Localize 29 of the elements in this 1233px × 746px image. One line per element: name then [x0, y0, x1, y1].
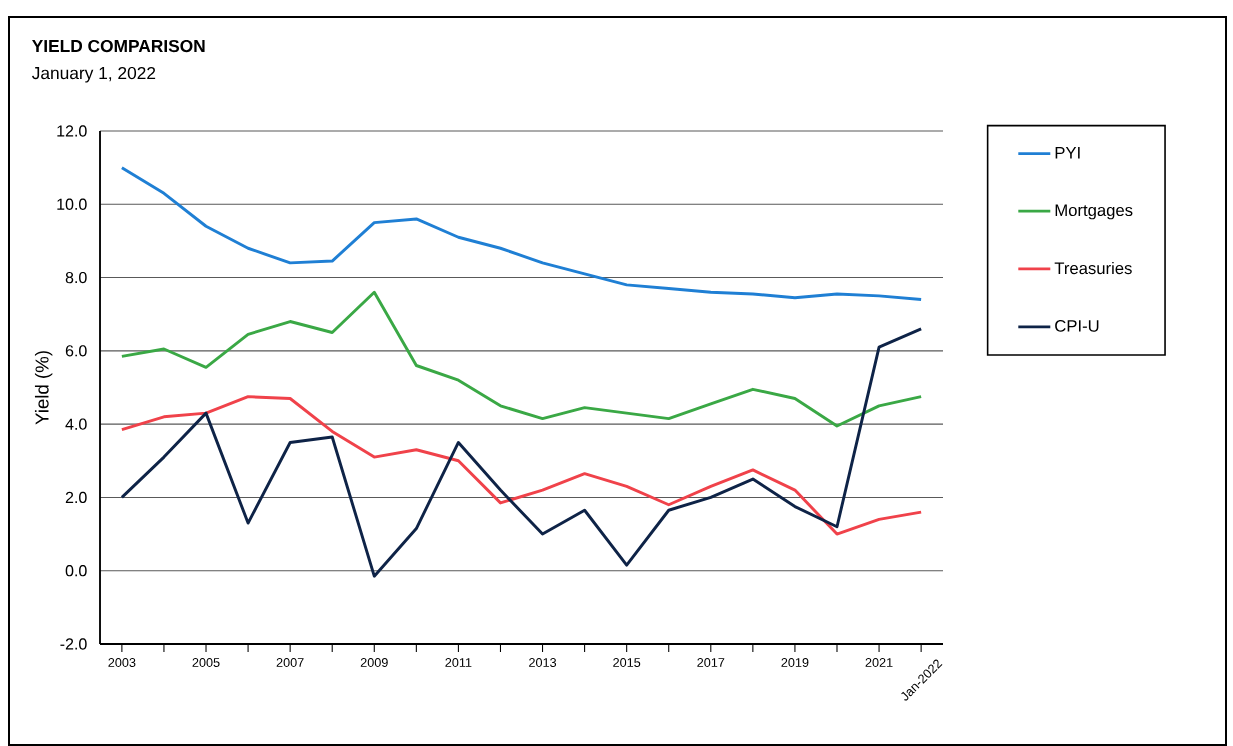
- x-tick-label: 2017: [697, 658, 725, 667]
- legend-label: Treasuries: [1054, 261, 1132, 275]
- x-tick-label: 2019: [781, 658, 809, 667]
- x-tick-label: 2007: [276, 658, 304, 667]
- x-tick-label: 2021: [865, 658, 893, 667]
- line-series: [120, 395, 923, 536]
- x-tick-label: 2011: [445, 658, 472, 667]
- y-tick-label: 0.0: [65, 565, 87, 577]
- x-tick-label: 2005: [192, 658, 220, 667]
- line-series: [120, 166, 923, 302]
- chart-title: YIELD COMPARISON: [32, 39, 205, 53]
- line-series: [120, 290, 923, 428]
- line-series: [120, 327, 923, 578]
- x-tick-label: 2015: [613, 658, 641, 667]
- y-tick-label: 12.0: [57, 125, 87, 137]
- x-tick-label: 2003: [108, 658, 136, 667]
- y-tick-label: 10.0: [57, 198, 87, 210]
- chart-subtitle: January 1, 2022: [31, 66, 156, 83]
- y-tick-label: 4.0: [65, 418, 87, 430]
- x-tick-label: 2009: [360, 658, 388, 667]
- x-tick-label: 2013: [529, 658, 557, 667]
- y-tick-label: 6.0: [65, 345, 87, 357]
- y-tick-label: 8.0: [65, 271, 87, 284]
- y-tick-label: 2.0: [65, 491, 87, 504]
- y-axis-title: Yield (%): [34, 351, 53, 425]
- y-tick-label: -2.0: [60, 638, 87, 650]
- legend-label: CPI-U: [1055, 319, 1099, 332]
- legend-label: PYI: [1055, 146, 1080, 159]
- legend-label: Mortgages: [1055, 204, 1133, 220]
